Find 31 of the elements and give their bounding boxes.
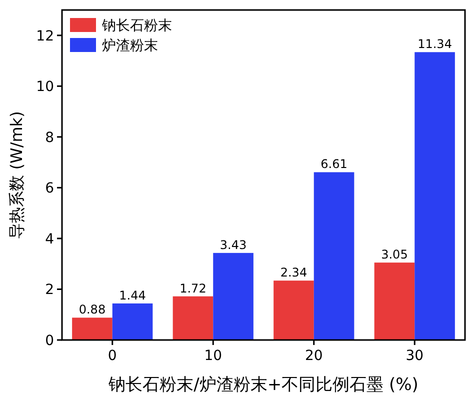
x-axis-title: 钠长石粉末/炉渣粉末+不同比例石墨 (%) — [108, 375, 418, 395]
bar — [213, 252, 254, 340]
bar — [112, 303, 153, 340]
bar — [374, 262, 415, 340]
data-label: 6.61 — [320, 157, 348, 172]
y-tick-label: 6 — [45, 180, 54, 197]
bar — [274, 280, 314, 340]
bar — [72, 318, 112, 340]
bar — [172, 296, 214, 340]
y-tick-label: 2 — [45, 282, 54, 298]
x-tick-label: 0 — [108, 348, 117, 364]
legend-label: 炉渣粉末 — [102, 38, 158, 54]
data-label: 3.05 — [381, 248, 408, 262]
y-tick-label: 4 — [45, 231, 54, 248]
legend-label: 钠长石粉末 — [101, 18, 172, 34]
x-tick-label: 30 — [406, 348, 424, 364]
data-label: 1.72 — [180, 281, 206, 296]
data-label: 0.88 — [78, 302, 106, 317]
y-axis-title: 导热系数 (W/mk) — [7, 111, 26, 239]
y-tick-label: 0 — [45, 333, 54, 349]
y-tick-label: 10 — [36, 79, 54, 96]
x-tick-label: 10 — [204, 348, 222, 364]
data-label: 1.44 — [119, 288, 146, 302]
y-tick-label: 12 — [36, 28, 54, 44]
data-label: 11.34 — [418, 37, 452, 52]
bar — [314, 172, 354, 340]
y-tick-label: 8 — [45, 130, 54, 146]
data-label: 2.34 — [280, 266, 308, 280]
bar — [414, 52, 455, 340]
x-tick-label: 20 — [304, 348, 323, 364]
data-label: 3.43 — [220, 238, 247, 252]
